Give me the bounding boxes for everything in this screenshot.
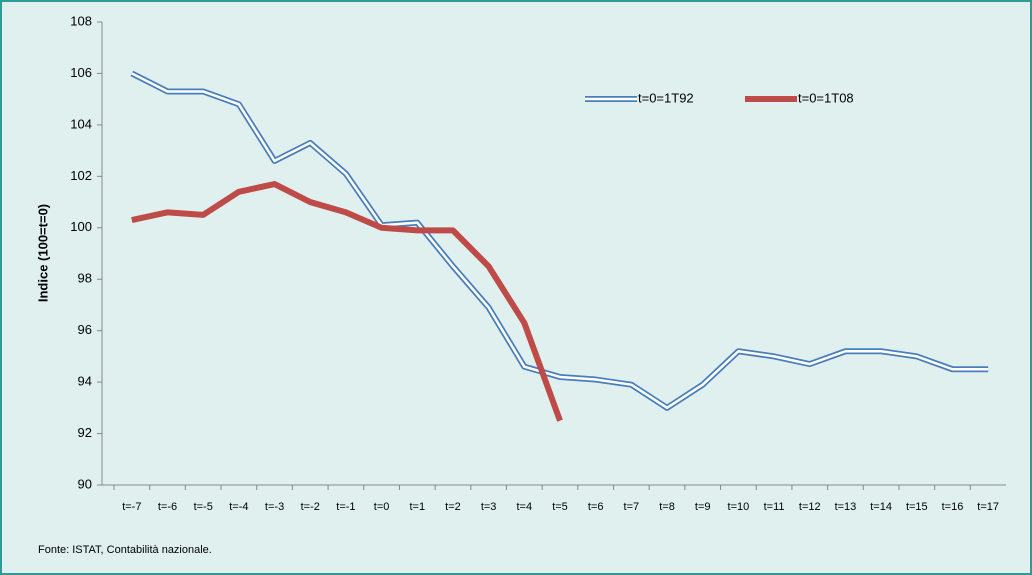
x-tick-label: t=6	[588, 501, 604, 513]
x-tick-label: t=14	[870, 501, 892, 513]
y-tick-label: 96	[78, 322, 92, 337]
x-tick-label: t=7	[624, 501, 640, 513]
x-tick-label: t=4	[517, 501, 533, 513]
x-tick-label: t=-6	[158, 501, 177, 513]
y-axis-label: Indice (100=t=0)	[35, 204, 50, 302]
y-tick-label: 92	[78, 425, 92, 440]
x-tick-label: t=5	[552, 501, 568, 513]
x-tick-label: t=-4	[229, 501, 248, 513]
x-tick-label: t=10	[728, 501, 750, 513]
x-tick-label: t=9	[695, 501, 711, 513]
x-tick-label: t=-2	[301, 501, 320, 513]
x-tick-label: t=15	[906, 501, 928, 513]
y-tick-label: 102	[70, 168, 92, 183]
y-tick-label: 104	[70, 116, 92, 131]
x-tick-label: t=17	[977, 501, 999, 513]
x-tick-label: t=13	[835, 501, 857, 513]
y-tick-label: 100	[70, 219, 92, 234]
x-tick-label: t=-7	[122, 501, 141, 513]
x-tick-label: t=3	[481, 501, 497, 513]
x-tick-label: t=0	[374, 501, 390, 513]
y-tick-label: 108	[70, 13, 92, 28]
line-series	[131, 181, 563, 422]
x-tick-label: t=11	[764, 501, 785, 513]
x-tick-label: t=1	[409, 501, 425, 513]
legend-label: t=0=1T08	[798, 90, 854, 105]
y-tick-label: 98	[78, 271, 92, 286]
y-tick-label: 94	[78, 374, 92, 389]
x-tick-label: t=8	[659, 501, 675, 513]
x-tick-label: t=-1	[336, 501, 355, 513]
x-tick-label: t=-5	[194, 501, 213, 513]
x-tick-label: t=16	[942, 501, 964, 513]
source-note: Fonte: ISTAT, Contabilità nazionale.	[38, 544, 212, 556]
x-tick-label: t=-3	[265, 501, 284, 513]
y-tick-label: 106	[70, 65, 92, 80]
legend-label: t=0=1T92	[638, 90, 694, 105]
line-inner	[131, 72, 989, 410]
x-tick-label: t=2	[445, 501, 461, 513]
y-tick-label: 90	[78, 476, 92, 491]
x-tick-label: t=12	[799, 501, 821, 513]
